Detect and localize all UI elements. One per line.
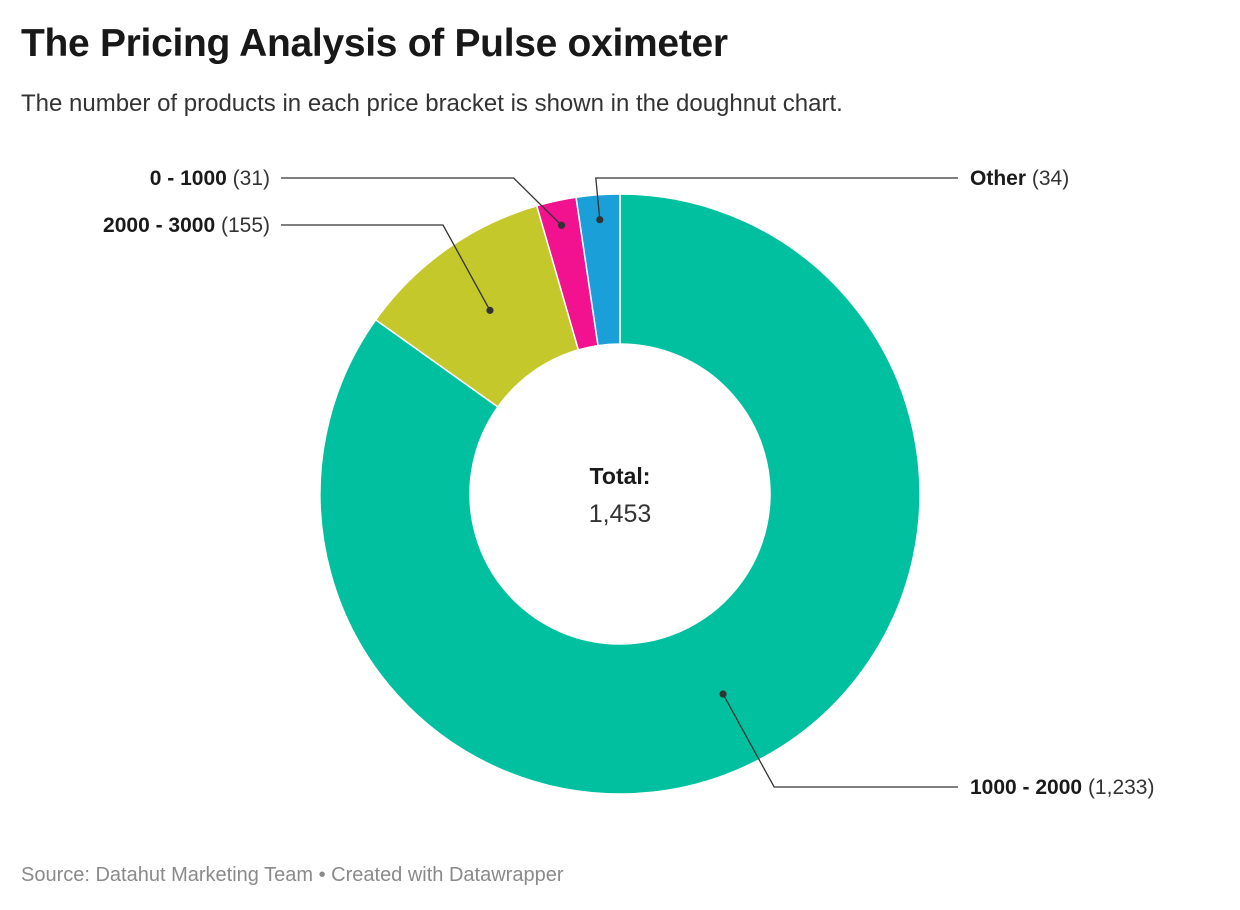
label-name-other: Other <box>970 167 1026 190</box>
chart-footer: Source: Datahut Marketing Team • Created… <box>21 864 564 887</box>
slice-other <box>575 193 621 347</box>
source-note: Source: Datahut Marketing Team <box>21 864 314 886</box>
center-total-value: 1,453 <box>589 500 652 528</box>
leader-lines <box>281 177 958 788</box>
label-0-1000: 0 - 1000 (31) <box>150 167 270 190</box>
label-2000-3000: 2000 - 3000 (155) <box>103 214 270 237</box>
doughnut-slices <box>319 193 921 795</box>
label-value-1000-2000: (1,233) <box>1082 776 1154 799</box>
slice-1000-2000 <box>319 193 921 795</box>
label-1000-2000: 1000 - 2000 (1,233) <box>970 776 1154 799</box>
leader-dot-1000-2000 <box>719 690 727 698</box>
leader-dot-other <box>596 216 604 224</box>
leader-line-other <box>595 177 958 220</box>
credit-note: Created with Datawrapper <box>331 864 564 886</box>
leader-dot-2000-3000 <box>486 306 494 314</box>
label-value-0-1000: (31) <box>227 167 270 190</box>
label-name-2000-3000: 2000 - 3000 <box>103 214 215 237</box>
label-name-1000-2000: 1000 - 2000 <box>970 776 1082 799</box>
leader-line-2000-3000 <box>281 224 491 311</box>
label-other: Other (34) <box>970 167 1069 190</box>
slice-labels: 1000 - 2000 (1,233) 2000 - 3000 (155) 0 - … <box>103 167 1154 799</box>
center-total-label: Total: <box>590 463 651 489</box>
leader-line-1000-2000 <box>722 693 958 788</box>
leader-dot-0-1000 <box>557 221 566 229</box>
label-name-0-1000: 0 - 1000 <box>150 167 227 190</box>
leader-line-0-1000 <box>281 177 563 226</box>
footer-separator: • <box>318 864 326 886</box>
chart-title: The Pricing Analysis of Pulse oximeter <box>21 22 728 65</box>
chart-subtitle: The number of products in each price bra… <box>21 90 843 117</box>
label-value-2000-3000: (155) <box>215 214 270 237</box>
label-value-other: (34) <box>1026 167 1069 190</box>
